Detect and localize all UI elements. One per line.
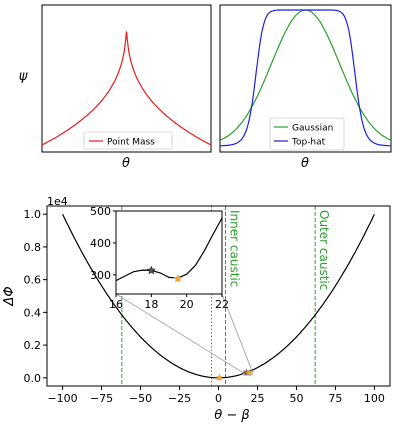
marker-star-0 [215,373,224,382]
y-tick-label-3: 0.6 [24,274,42,287]
panel-delta-phi: 1e4 Outer caustic Inner caustic −100 −75 −5… [2,195,391,423]
inset-y-tick-label-0: 300 [90,269,111,282]
y-axis-label-psi: ψ [19,69,28,84]
inset-y-tick-label-2: 500 [90,205,111,218]
inset-x-tick-label-2: 20 [180,298,194,311]
panel-gaussian-tophat: θ Gaussian Top-hat [219,4,392,171]
x-tick-label-6: 50 [289,392,303,405]
x-tick-label-1: −75 [90,392,113,405]
series-line-point-mass [41,31,212,146]
y-tick-label-0: 0.0 [24,372,42,385]
y-tick-label-1: 0.2 [24,339,42,352]
inset-series-line [115,217,223,282]
x-tick-label-5: 25 [250,392,264,405]
inset-zoom-box [243,370,254,376]
legend-label-top-hat: Top-hat [291,138,326,148]
x-tick-label-0: −100 [47,392,77,405]
caustic-label-outer-caustic: Outer caustic [317,210,331,290]
x-axis-label-theta-minus-beta: θ − β [214,408,249,423]
inset-x-tick-label-0: 16 [109,298,123,311]
inset-connector-left [115,293,244,374]
inset-y-tick-label-1: 400 [90,237,111,250]
x-axis-label-theta-right: θ [301,156,309,171]
x-tick-label-8: 100 [364,392,385,405]
legend-label-gaussian: Gaussian [292,124,333,134]
y-axis-scale-label: 1e4 [47,195,68,208]
inset-marker-star-1 [173,273,183,283]
legend-right: Gaussian Top-hat [269,117,345,151]
inset-connector-right [221,293,254,374]
y-tick-label-5: 1.0 [24,208,42,221]
y-tick-label-4: 0.8 [24,241,42,254]
inset-zoom: 16 18 20 22 300 400 500 [90,205,229,311]
y-tick-label-2: 0.4 [24,306,42,319]
panel-point-mass: ψ θ Point Mass [19,4,212,171]
inset-marker-star-0 [146,265,156,275]
caustic-label-inner-caustic: Inner caustic [228,210,242,287]
x-tick-label-3: −25 [168,392,191,405]
y-axis-label-delta-phi: ΔΦ [2,286,17,306]
legend-label-point-mass: Point Mass [107,138,155,148]
x-axis-label-theta-left: θ [122,156,130,171]
series-line-top-hat [220,9,391,147]
x-tick-label-7: 75 [328,392,342,405]
legend-left: Point Mass [83,131,173,150]
x-tick-label-4: 0 [215,392,222,405]
inset-x-tick-label-3: 22 [215,298,229,311]
inset-x-tick-label-1: 18 [144,298,158,311]
x-tick-label-2: −50 [129,392,152,405]
inset-frame [115,210,223,295]
